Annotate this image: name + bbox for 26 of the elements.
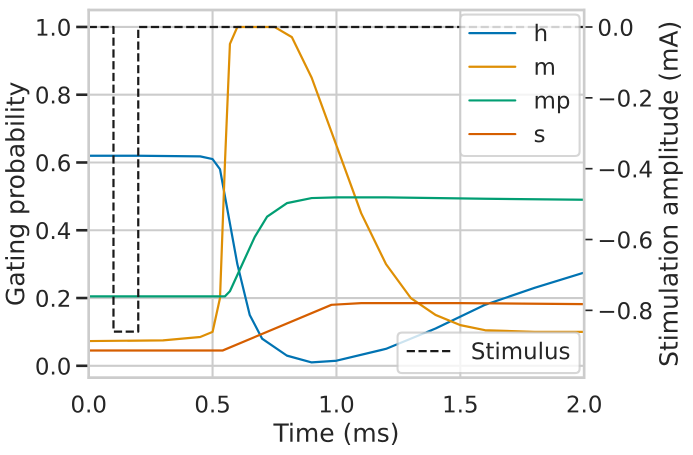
line-series <box>88 154 584 364</box>
x-tick-label: 2.0 <box>568 395 601 413</box>
x-tick-label: 1.5 <box>444 396 477 413</box>
y-axis-title: Gating probability <box>5 82 30 305</box>
legend-label: s <box>534 129 544 142</box>
y-tick-label: 0.0 <box>36 357 70 375</box>
x-axis-title: Time (ms) <box>273 422 398 446</box>
y2-axis-title: Stimulation amplitude (mA) <box>658 22 683 366</box>
y2-tick-label: −0.6 <box>600 231 652 249</box>
y-tick-label: 0.8 <box>36 86 70 104</box>
y-tick-label: 0.4 <box>36 222 70 240</box>
y-tick-label: 1.0 <box>37 18 70 36</box>
legend-label: Stimulus <box>472 342 570 360</box>
y2-tick-label: −0.4 <box>600 160 652 178</box>
line-series <box>88 196 584 298</box>
legend-label: h <box>536 24 546 42</box>
y2-tick-label: 0.0 <box>598 18 632 36</box>
legend-label: m <box>536 62 554 75</box>
y-tick-label: 0.2 <box>36 290 70 308</box>
y2-tick-label: −0.2 <box>600 90 651 107</box>
legend-label: mp <box>536 96 570 114</box>
y2-tick-label: −0.8 <box>600 302 652 320</box>
y-tick-label: 0.6 <box>36 154 70 172</box>
x-tick-label: 0.5 <box>196 395 229 413</box>
x-tick-label: 1.0 <box>320 395 354 413</box>
x-tick-label: 0.0 <box>72 395 106 413</box>
